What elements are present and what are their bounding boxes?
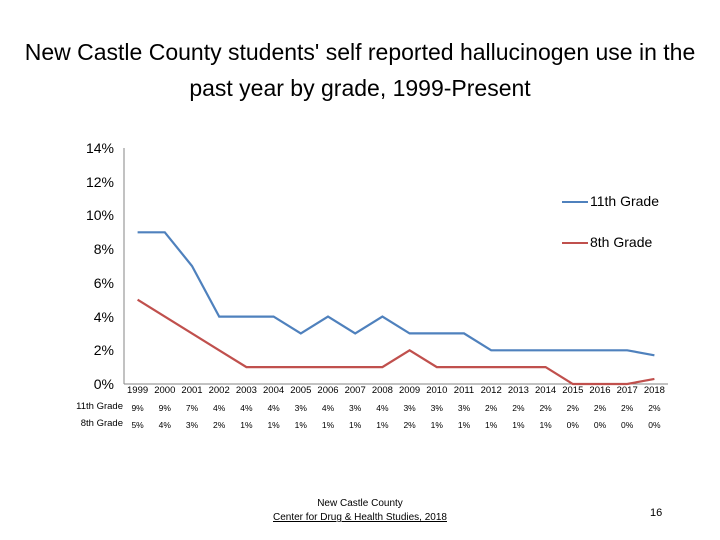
legend-label-11th-grade: 11th Grade bbox=[590, 193, 660, 209]
footer: New Castle County Center for Drug & Heal… bbox=[240, 497, 480, 525]
x-tick-label: 2017 bbox=[616, 385, 638, 396]
y-tick-label: 0% bbox=[93, 376, 114, 392]
legend-item-11th-grade: 11th Grade bbox=[562, 192, 659, 210]
legend-swatch-8th-grade bbox=[562, 242, 588, 245]
x-tick-label: 2005 bbox=[290, 385, 312, 396]
x-tick-label: 2002 bbox=[208, 385, 230, 396]
table-cell: 1% bbox=[457, 420, 471, 430]
table-cell: 4% bbox=[321, 403, 335, 413]
page-number: 16 bbox=[650, 507, 663, 519]
table-cell: 0% bbox=[593, 420, 607, 430]
table-cell: 1% bbox=[430, 420, 443, 430]
y-tick-label: 2% bbox=[93, 342, 114, 359]
footer-source-link[interactable]: Center for Drug & Health Studies, 2018 bbox=[273, 512, 447, 523]
legend-item-8th-grade: 8th Grade bbox=[562, 233, 652, 251]
legend-label-8th-grade: 8th Grade bbox=[590, 234, 653, 250]
table-cell: 3% bbox=[349, 403, 362, 413]
table-cell: 2% bbox=[485, 403, 498, 413]
table-cell: 1% bbox=[267, 420, 280, 430]
table-cell: 7% bbox=[185, 403, 199, 413]
x-tick-label: 2013 bbox=[507, 385, 529, 396]
table-cell: 2% bbox=[213, 420, 226, 430]
y-tick-label: 12% bbox=[85, 173, 114, 190]
x-tick-label: 2018 bbox=[643, 385, 665, 396]
x-tick-label: 2000 bbox=[154, 385, 176, 396]
y-tick-label: 6% bbox=[93, 274, 114, 291]
chart-title: New Castle County students' self reporte… bbox=[24, 39, 696, 101]
y-tick-label: 4% bbox=[93, 308, 114, 325]
table-cell: 2% bbox=[648, 403, 661, 413]
x-tick-label: 2008 bbox=[371, 385, 393, 396]
table-cell: 3% bbox=[403, 403, 416, 413]
table-cell: 2% bbox=[512, 403, 525, 413]
table-cell: 1% bbox=[240, 420, 253, 430]
table-cell: 9% bbox=[131, 403, 144, 413]
x-tick-label: 2006 bbox=[317, 385, 339, 396]
series-line-11th-grade bbox=[137, 231, 655, 357]
table-cell: 1% bbox=[376, 420, 389, 430]
table-cell: 0% bbox=[648, 420, 661, 430]
x-tick-label: 2010 bbox=[426, 385, 448, 396]
x-tick-label: 2003 bbox=[235, 385, 257, 396]
table-cell: 1% bbox=[349, 420, 362, 430]
x-tick-label: 2011 bbox=[453, 385, 475, 396]
table-cell: 2% bbox=[539, 403, 552, 413]
table-cell: 2% bbox=[566, 403, 579, 413]
x-tick-label: 2016 bbox=[589, 385, 611, 396]
table-cell: 4% bbox=[267, 403, 280, 413]
table-cell: 1% bbox=[512, 420, 525, 430]
table-cell: 3% bbox=[457, 403, 471, 413]
table-cell: 4% bbox=[240, 403, 253, 413]
legend-swatch-11th-grade bbox=[562, 201, 588, 204]
table-cell: 1% bbox=[485, 420, 498, 430]
table-cell: 4% bbox=[213, 403, 226, 413]
table-cell: 2% bbox=[403, 420, 416, 430]
table-cell: 3% bbox=[430, 403, 443, 413]
x-tick-label: 2001 bbox=[181, 385, 203, 396]
x-tick-label: 2015 bbox=[562, 385, 584, 396]
table-cell: 4% bbox=[158, 420, 171, 430]
table-row-label-11th-grade: 11th Grade bbox=[76, 401, 123, 412]
table-cell: 4% bbox=[376, 403, 389, 413]
table-cell: 1% bbox=[539, 420, 552, 430]
table-cell: 9% bbox=[158, 403, 171, 413]
x-tick-label: 2014 bbox=[535, 385, 557, 396]
table-cell: 3% bbox=[185, 420, 199, 430]
x-tick-label: 2007 bbox=[344, 385, 366, 396]
x-tick-label: 2004 bbox=[263, 385, 285, 396]
table-cell: 2% bbox=[593, 403, 607, 413]
table-row-label-8th-grade: 8th Grade bbox=[80, 418, 123, 429]
table-cell: 0% bbox=[566, 420, 579, 430]
footer-org: New Castle County bbox=[317, 498, 403, 509]
y-tick-label: 14% bbox=[85, 140, 114, 156]
table-cell: 0% bbox=[621, 420, 634, 430]
table-cell: 1% bbox=[294, 420, 307, 430]
table-cell: 1% bbox=[321, 420, 335, 430]
y-tick-label: 10% bbox=[85, 207, 114, 224]
table-cell: 3% bbox=[294, 403, 307, 413]
x-tick-label: 2009 bbox=[399, 385, 421, 396]
x-tick-label: 1999 bbox=[127, 385, 149, 396]
x-tick-label: 2012 bbox=[480, 385, 502, 396]
table-cell: 2% bbox=[621, 403, 634, 413]
series-line-8th-grade bbox=[137, 298, 655, 386]
table-cell: 5% bbox=[131, 420, 144, 430]
y-tick-label: 8% bbox=[93, 241, 114, 258]
